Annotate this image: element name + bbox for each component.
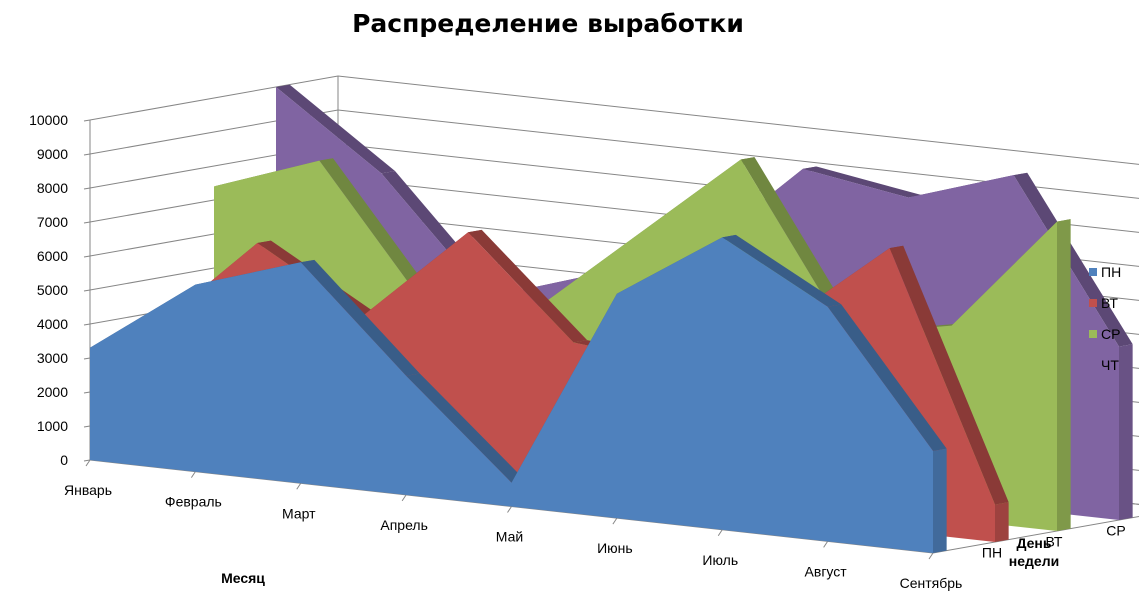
y-axis: 0 1000 2000 3000 4000 5000 6000 7000 8000 9000 100…	[29, 112, 91, 468]
x-tick-label: Сентябрь	[900, 575, 963, 591]
area-end-cap	[933, 448, 947, 553]
area-top-segment	[1013, 172, 1133, 347]
depth-axis-title-line: День	[1017, 535, 1052, 551]
y-tick-mark	[83, 391, 91, 394]
area-top-segment	[722, 234, 842, 307]
x-axis-title: Месяц	[221, 570, 265, 586]
x-tick-mark	[507, 506, 512, 513]
x-tick-mark	[401, 494, 407, 502]
chart-title: Распределение выработки	[352, 9, 744, 38]
legend-swatch	[1089, 268, 1097, 276]
area-top-segment	[802, 166, 922, 198]
y-tick-label: 1000	[37, 418, 68, 434]
depth-tick-label: СР	[1106, 523, 1125, 539]
series-ribbons	[90, 84, 1133, 553]
y-tick-label: 4000	[37, 316, 68, 332]
x-tick-mark	[612, 517, 618, 525]
x-tick-mark	[296, 482, 302, 490]
x-tick-label: Май	[496, 529, 523, 545]
legend-swatch	[1089, 299, 1097, 307]
y-tick-label: 8000	[37, 180, 68, 196]
x-tick-label: Февраль	[165, 494, 222, 510]
legend-label: ПН	[1101, 264, 1121, 280]
area-end-cap	[1057, 219, 1071, 531]
y-tick-label: 5000	[37, 282, 68, 298]
x-tick-label: Март	[282, 505, 316, 521]
y-tick-label: 2000	[37, 384, 68, 400]
x-tick-label: Июль	[702, 552, 738, 568]
y-tick-mark	[83, 357, 91, 360]
x-tick-mark	[190, 471, 196, 478]
x-tick-mark	[85, 459, 91, 467]
y-tick-mark	[83, 153, 91, 156]
x-axis: Январь Февраль Март Апрель Май Июнь Июль Август…	[64, 459, 963, 591]
y-tick-label: 6000	[37, 248, 68, 264]
area-top-segment	[406, 373, 526, 483]
legend-label: СР	[1101, 326, 1120, 342]
depth-axis-title: День недели	[1009, 535, 1059, 569]
y-tick-mark	[83, 119, 91, 122]
area-top-segment	[827, 304, 947, 451]
area-front-face	[90, 237, 933, 553]
x-tick-label: Апрель	[380, 517, 428, 533]
y-tick-mark	[83, 187, 91, 190]
area-end-cap	[1119, 344, 1133, 520]
depth-tick-label: ВТ	[1046, 534, 1063, 550]
x-tick-label: Январь	[64, 482, 112, 498]
area-top-segment	[276, 84, 396, 174]
y-tick-label: 10000	[29, 112, 68, 128]
series-ПН	[90, 234, 947, 553]
y-tick-label: 7000	[37, 214, 68, 230]
x-tick-mark	[717, 529, 723, 537]
depth-tick-label: ПН	[982, 545, 1002, 561]
legend-label: ВТ	[1101, 295, 1118, 311]
x-tick-mark	[823, 541, 829, 548]
y-tick-label: 9000	[37, 146, 68, 162]
area-top-segment	[468, 229, 588, 343]
y-tick-mark	[83, 221, 91, 224]
y-tick-mark	[83, 289, 91, 292]
x-tick-label: Август	[805, 563, 848, 579]
legend: ПН ВТ СР ЧТ	[1089, 264, 1121, 373]
x-tick-mark	[928, 552, 934, 560]
area-end-cap	[995, 502, 1009, 542]
y-tick-mark	[83, 323, 91, 326]
gridline-10000	[89, 75, 1139, 165]
y-tick-mark	[83, 425, 91, 428]
y-tick-mark	[83, 459, 91, 462]
area-top-segment	[889, 245, 1009, 505]
x-tick-label: Июнь	[597, 540, 633, 556]
legend-label: ЧТ	[1101, 357, 1119, 373]
legend-swatch	[1089, 361, 1097, 369]
area-top-segment	[319, 158, 439, 305]
area-top-segment	[300, 259, 420, 376]
y-tick-mark	[83, 255, 91, 258]
depth-axis-title-line: недели	[1009, 553, 1059, 569]
legend-swatch	[1089, 330, 1097, 338]
y-tick-label: 0	[60, 452, 68, 468]
y-tick-label: 3000	[37, 350, 68, 366]
